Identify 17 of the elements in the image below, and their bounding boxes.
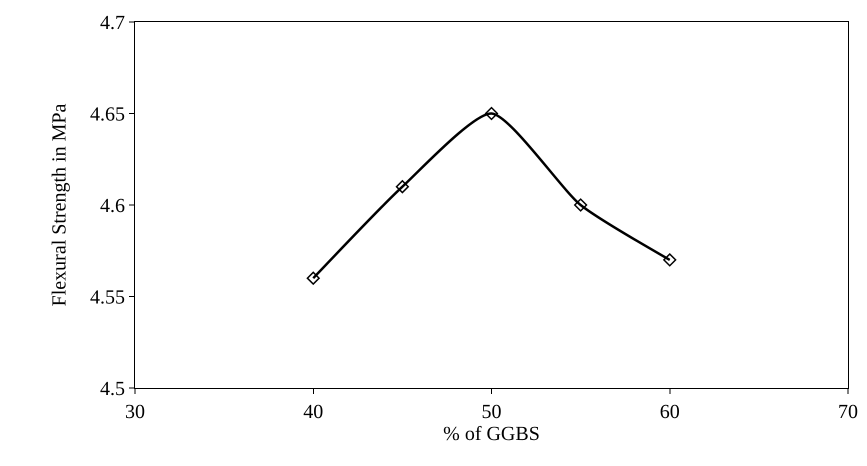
point (574, 198, 588, 212)
y-tick-label: 4.7 (100, 12, 125, 34)
point (396, 180, 409, 194)
y-axis-title: Flexural Strength in MPa (48, 103, 70, 306)
x-tick-label: 60 (660, 401, 680, 423)
y-tick-label: 4.55 (90, 286, 125, 308)
x-tick-label: 70 (838, 401, 858, 423)
y-tick-label: 4.5 (100, 378, 125, 400)
point (306, 272, 320, 285)
x-tick-label: 50 (482, 401, 502, 423)
y-tick-label: 4.6 (100, 195, 125, 217)
x-axis-title: % of GGBS (443, 423, 540, 445)
point (484, 106, 498, 120)
y-tick-label: 4.65 (90, 104, 125, 126)
point (663, 253, 676, 266)
x-tick-label: 40 (303, 401, 324, 423)
x-tick-label: 30 (125, 401, 145, 423)
